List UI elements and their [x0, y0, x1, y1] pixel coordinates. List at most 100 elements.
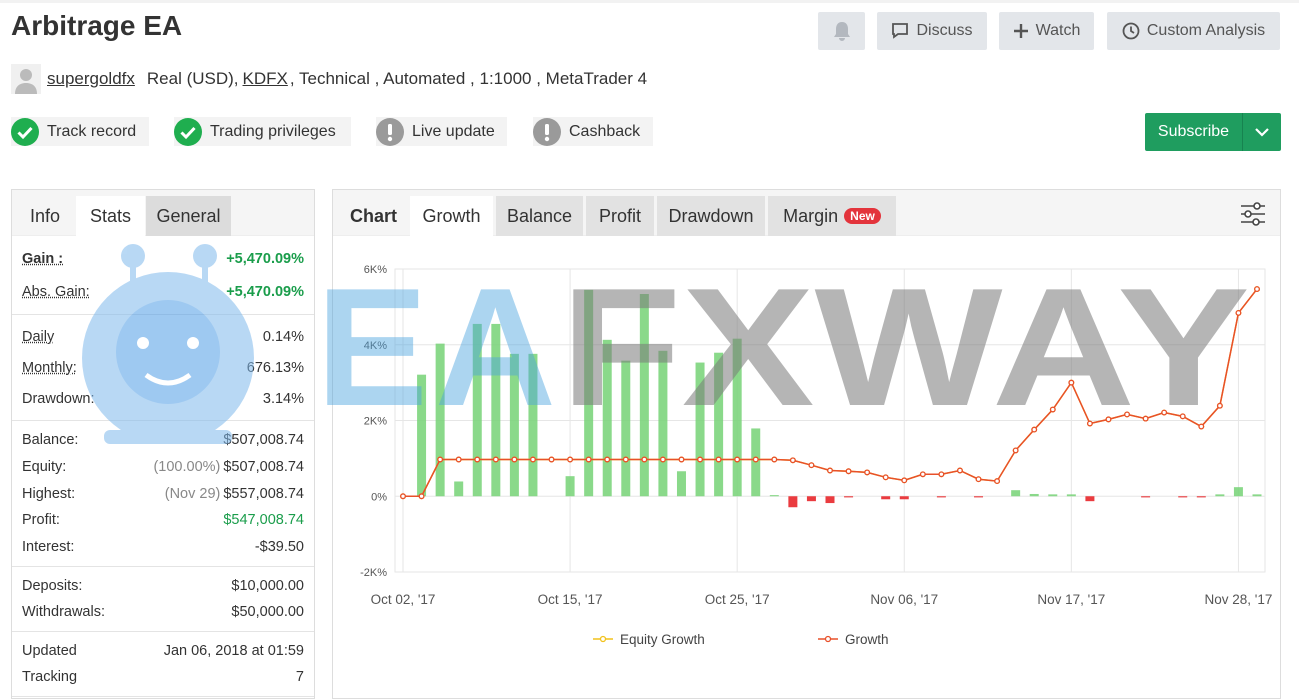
- legend-marker: [826, 637, 831, 642]
- tab[interactable]: Profit: [586, 196, 654, 236]
- stat-value: 0.14%: [263, 329, 304, 345]
- stat-row: Tracking 7: [22, 664, 304, 690]
- bar: [1085, 496, 1094, 501]
- badge-icon: [376, 118, 404, 146]
- tab[interactable]: Drawdown: [657, 196, 765, 236]
- point: [828, 468, 833, 473]
- y-tick-label: -2K%: [360, 567, 387, 579]
- tab[interactable]: General: [146, 196, 231, 236]
- x-tick-label: Nov 28, '17: [1204, 592, 1272, 607]
- tab-active[interactable]: Growth: [410, 196, 493, 236]
- bar: [510, 354, 519, 496]
- stat-label: Gain :: [22, 251, 63, 267]
- point: [1013, 448, 1018, 453]
- bar: [621, 361, 630, 497]
- account-meta: supergoldfx Real (USD), KDFX , Technical…: [11, 66, 647, 92]
- point: [494, 457, 499, 462]
- point: [661, 457, 666, 462]
- tab[interactable]: Balance: [496, 196, 583, 236]
- point: [1255, 287, 1260, 292]
- broker-link[interactable]: KDFX: [243, 69, 288, 89]
- point: [1050, 407, 1055, 412]
- stat-value: $10,000.00: [231, 578, 304, 594]
- chart: -2K%0%2K%4K%6K%Oct 02, '17 Oct 15, '17 Oct…: [333, 236, 1279, 689]
- bar: [844, 496, 853, 497]
- bar: [1141, 496, 1150, 497]
- point: [791, 458, 796, 463]
- stats-panel: Info Stats General Gain : +5,470.09% Abs. …: [11, 189, 315, 699]
- y-tick-label: 6K%: [364, 264, 387, 276]
- tab-active[interactable]: Stats: [76, 196, 145, 236]
- point: [438, 457, 443, 462]
- y-tick-label: 0%: [371, 491, 387, 503]
- discuss-button[interactable]: Discuss: [877, 12, 987, 50]
- user-link[interactable]: supergoldfx: [47, 69, 135, 89]
- point: [865, 470, 870, 475]
- point: [586, 457, 591, 462]
- stat-value: 3.14%: [263, 391, 304, 407]
- point: [958, 468, 963, 473]
- icon-bang: [388, 124, 392, 135]
- bar: [436, 344, 445, 497]
- stat-group: Updated Jan 06, 2018 at 01:59 Tracking 7: [12, 632, 314, 697]
- account-type: Real (USD),: [147, 69, 239, 89]
- stats-tabs: Info Stats General: [12, 190, 314, 236]
- bar: [807, 496, 816, 501]
- badge-label: Trading privileges: [210, 123, 336, 141]
- stat-value: -$39.50: [255, 539, 304, 555]
- subscribe-button[interactable]: Subscribe: [1145, 113, 1281, 151]
- point: [1069, 380, 1074, 385]
- bar: [974, 496, 983, 497]
- point: [642, 457, 647, 462]
- point: [939, 472, 944, 477]
- point: [1106, 417, 1111, 422]
- alert-button[interactable]: [818, 12, 865, 50]
- stat-value-text: +5,470.09%: [226, 251, 304, 267]
- icon-circle: [11, 118, 39, 146]
- stat-row: Monthly: 676.13%: [22, 352, 304, 383]
- icon-bang: [545, 124, 549, 135]
- tab[interactable]: Margin New: [768, 196, 896, 236]
- badge-label: Cashback: [569, 123, 640, 141]
- stat-label: Profit:: [22, 512, 60, 528]
- bar: [454, 481, 463, 496]
- point: [475, 457, 480, 462]
- stat-row: Abs. Gain: +5,470.09%: [22, 275, 304, 308]
- icon-dot: [388, 136, 392, 140]
- stat-label: Interest:: [22, 539, 74, 555]
- point: [1218, 403, 1223, 408]
- x-tick-label: Nov 17, '17: [1037, 592, 1105, 607]
- custom-analysis-button[interactable]: Custom Analysis: [1107, 12, 1280, 50]
- bell-icon: [831, 20, 853, 42]
- bar: [881, 496, 890, 499]
- legend-label: Growth: [845, 632, 889, 647]
- dropdown-icon[interactable]: [1243, 113, 1281, 151]
- stat-group: Balance: $507,008.74 Equity: (100.00%) $507,…: [12, 421, 314, 567]
- point: [1143, 416, 1148, 421]
- bar: [677, 471, 686, 496]
- bar: [1178, 496, 1187, 497]
- tab[interactable]: Info: [20, 196, 70, 236]
- stat-row: Updated Jan 06, 2018 at 01:59: [22, 638, 304, 664]
- body: {"header":{"title":"Arbitrage EA","butto…: [0, 0, 1299, 689]
- badge: Track record: [11, 117, 149, 146]
- watch-button[interactable]: Watch: [999, 12, 1094, 50]
- button-label: Discuss: [916, 22, 972, 40]
- bar: [788, 496, 797, 507]
- point: [605, 457, 610, 462]
- page: Arbitrage EA html,body{margin:0;padding:…: [0, 0, 1299, 689]
- button-label: Custom Analysis: [1147, 22, 1265, 40]
- stat-label: Drawdown:: [22, 391, 95, 407]
- badge-icon: [174, 118, 202, 146]
- badge-icon: [11, 118, 39, 146]
- stat-label: Tracking: [22, 669, 77, 685]
- settings-icon[interactable]: [1239, 200, 1267, 228]
- point: [809, 463, 814, 468]
- point: [679, 457, 684, 462]
- point: [1088, 421, 1093, 426]
- stat-group: Daily 0.14% Monthly: 676.13% Drawdown: 3.14%: [12, 315, 314, 421]
- stat-label: Withdrawals:: [22, 604, 105, 620]
- point: [549, 457, 554, 462]
- stat-value-text: $50,000.00: [231, 604, 304, 620]
- badge: Live update: [376, 117, 507, 146]
